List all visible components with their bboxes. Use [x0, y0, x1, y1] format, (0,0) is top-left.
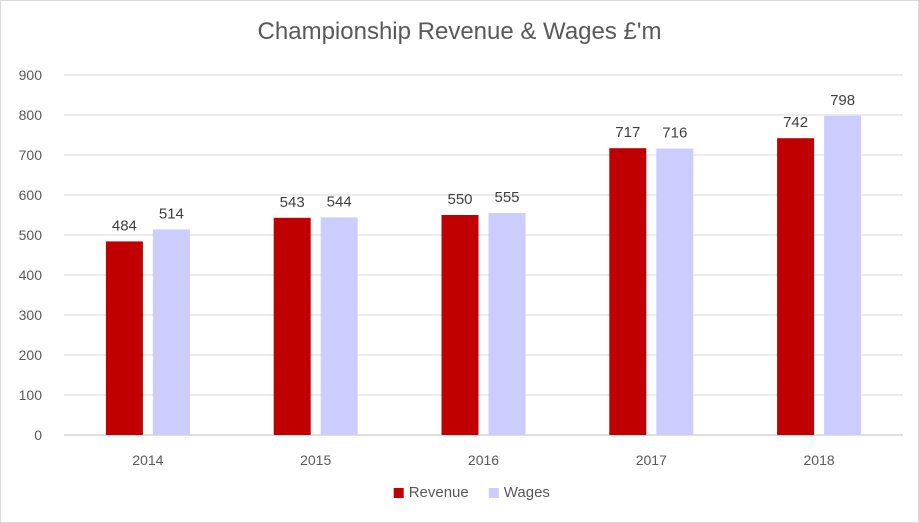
data-label: 484	[112, 217, 137, 234]
y-tick-label: 0	[34, 427, 42, 443]
chart-title: Championship Revenue & Wages £'m	[257, 18, 662, 45]
y-axis: 0 100 200 300 400 500 600 700 800 900	[19, 67, 43, 443]
y-tick-label: 300	[19, 307, 43, 323]
y-tick-label: 600	[19, 187, 43, 203]
data-label: 798	[830, 92, 855, 109]
x-tick-label: 2018	[804, 452, 835, 468]
data-label: 550	[447, 191, 472, 208]
x-tick-label: 2016	[468, 452, 499, 468]
y-tick-label: 800	[19, 107, 43, 123]
bar-revenue-2017	[609, 148, 647, 435]
bar-wages-2017	[656, 148, 694, 435]
bar-revenue-2016	[441, 215, 479, 435]
y-tick-label: 400	[19, 267, 43, 283]
legend-label-wages: Wages	[504, 484, 550, 501]
y-tick-label: 100	[19, 387, 43, 403]
x-tick-label: 2015	[300, 452, 331, 468]
data-label: 716	[662, 125, 687, 142]
bars: 484 514 543 544 550 555 717 716 742 798	[105, 92, 862, 436]
data-label: 742	[783, 114, 808, 131]
bar-revenue-2014	[105, 241, 143, 435]
legend-label-revenue: Revenue	[409, 484, 469, 501]
bar-revenue-2018	[777, 138, 815, 435]
data-label: 555	[494, 189, 519, 206]
data-label: 514	[159, 205, 184, 222]
data-label: 717	[615, 124, 640, 141]
x-tick-label: 2014	[132, 452, 163, 468]
data-label: 544	[327, 193, 352, 210]
legend-swatch-wages	[488, 488, 499, 498]
gridlines	[64, 74, 903, 436]
x-tick-label: 2017	[636, 452, 667, 468]
y-tick-label: 900	[19, 67, 43, 83]
legend-swatch-revenue	[393, 488, 404, 498]
data-label: 543	[280, 194, 305, 211]
y-tick-label: 200	[19, 347, 43, 363]
bar-wages-2016	[488, 213, 526, 435]
x-axis: 2014 2015 2016 2017 2018	[132, 452, 835, 468]
bar-wages-2018	[824, 115, 862, 436]
y-tick-label: 700	[19, 147, 43, 163]
bar-revenue-2015	[273, 217, 311, 435]
bar-wages-2014	[152, 229, 190, 435]
bar-wages-2015	[320, 217, 358, 435]
y-tick-label: 500	[19, 227, 43, 243]
legend: Revenue Wages	[393, 484, 550, 501]
